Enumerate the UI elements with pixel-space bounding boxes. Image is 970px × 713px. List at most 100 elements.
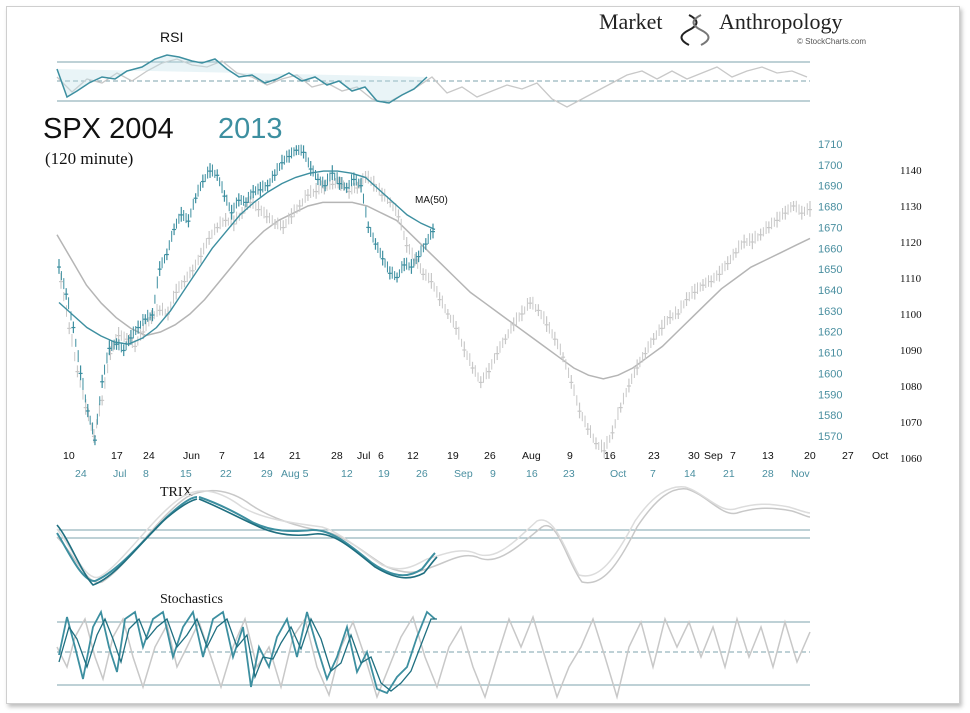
x-tick-2013: 29 [261,468,273,480]
x-tick-2013: 26 [416,468,428,480]
ma-2013-line [58,170,436,345]
x-tick-2013: 9 [490,468,496,480]
x-tick-2013: 21 [723,468,735,480]
x-tick-2013: Sep [454,468,473,480]
x-tick-2004: 16 [604,450,616,462]
y-tick-2013: 1590 [818,389,842,401]
x-tick-2013: 23 [563,468,575,480]
rsi-line-2004 [56,58,808,108]
y-tick-2013: 1650 [818,264,842,276]
x-tick-2013: Oct [610,468,626,480]
x-tick-2004: 20 [804,450,816,462]
x-tick-2004: 14 [253,450,265,462]
rsi-label: RSI [160,29,183,45]
y-axis-2004: 1140 1130 1120 1110 1100 1090 1080 1070 1060 [900,165,923,465]
brand-name-left: Market [599,9,663,34]
y-tick-2013: 1640 [818,285,842,297]
stochastics-panel [56,609,811,700]
x-tick-2004: 7 [730,450,736,462]
x-tick-2004: 30 [688,450,700,462]
x-tick-2004: 13 [762,450,774,462]
stoch-signal-2013 [58,617,437,692]
subtitle: (120 minute) [45,149,133,168]
y-tick-2013: 1630 [818,306,842,318]
trix-line-2004 [56,488,811,584]
x-tick-2013: 28 [762,468,774,480]
trix-line-2013 [56,496,436,583]
price-panel [56,144,812,458]
y-tick-2004: 1090 [900,345,923,357]
y-tick-2004: 1060 [900,453,923,465]
x-tick-2004: 6 [378,450,384,462]
x-tick-2013: 12 [341,468,353,480]
dna-helix-icon [680,14,710,46]
ma-2013-layer [58,170,436,345]
y-tick-2013: 1670 [818,222,842,234]
trix-label: TRIX [160,485,193,500]
x-tick-2004: Jul [357,450,370,462]
y-tick-2004: 1140 [900,165,922,177]
x-tick-2004: 17 [111,450,123,462]
y-axis-2013: 1710 1700 1690 1680 1670 1660 1650 1640 1630 1620… [818,139,842,443]
ma-2004-layer [56,201,811,380]
spx-2013-layer [57,144,435,446]
x-tick-2013: Aug 5 [281,468,309,480]
x-tick-2013: 7 [650,468,656,480]
y-tick-2004: 1100 [900,309,922,321]
y-tick-2004: 1080 [900,381,923,393]
x-tick-2013: 24 [75,468,87,480]
x-tick-2004: 7 [219,450,225,462]
x-tick-2013: 16 [526,468,538,480]
x-tick-2004: 10 [63,450,75,462]
y-tick-2013: 1690 [818,181,842,193]
ma50-label: MA(50) [415,195,448,206]
x-tick-2004: 24 [143,450,155,462]
y-tick-2004: 1130 [900,201,922,213]
x-tick-2013: 8 [143,468,149,480]
x-tick-2004: 19 [447,450,459,462]
y-tick-2013: 1680 [818,202,842,214]
y-tick-2013: 1660 [818,243,842,255]
x-axis-2013: 24 Jul 8 15 22 29 Aug 5 12 19 26 Sep 9 16 23 Oct 7 14 21 2… [75,468,810,480]
y-tick-2013: 1620 [818,327,842,339]
x-tick-2013: 19 [378,468,390,480]
y-tick-2004: 1110 [900,273,922,285]
stockcharts-credit: © StockCharts.com [797,37,866,46]
x-tick-2004: Oct [872,450,888,462]
chart-frame: Market Anthropology © StockCharts.com RS… [6,6,960,704]
y-tick-2004: 1070 [900,417,923,429]
rsi-panel [56,54,810,108]
stoch-line-2004 [56,614,811,700]
stochastics-label: Stochastics [160,592,223,607]
y-tick-2013: 1580 [818,410,842,422]
y-tick-2013: 1600 [818,368,842,380]
x-tick-2013: Jul [113,468,126,480]
x-tick-2013: 14 [684,468,696,480]
trix-signal-2004 [56,486,811,579]
x-tick-2013: 15 [180,468,192,480]
x-tick-2004: 27 [842,450,854,462]
ma-2004-line [56,201,811,380]
stoch-line-2013 [58,609,436,695]
trix-signal-2013 [56,498,438,586]
x-axis-2004: 10 17 24 Jun 7 14 21 28 Jul 6 12 19 26 Aug 9 16 23 30 Sep 7… [63,450,888,462]
y-tick-2004: 1120 [900,237,922,249]
title-2013: 2013 [218,113,283,145]
brand-name-right: Anthropology [719,9,842,34]
x-tick-2013: 22 [220,468,232,480]
x-tick-2004: 26 [484,450,496,462]
rsi-line-2013 [56,54,428,104]
y-tick-2013: 1710 [818,139,842,151]
x-tick-2004: Sep [704,450,723,462]
y-tick-2013: 1610 [818,348,842,360]
x-tick-2004: 28 [331,450,343,462]
trix-panel [56,486,811,586]
x-tick-2004: 12 [407,450,419,462]
y-tick-2013: 1570 [818,431,842,443]
x-tick-2004: 21 [289,450,301,462]
title-2004: SPX 2004 [43,113,174,145]
chart-canvas: Market Anthropology © StockCharts.com RS… [43,9,923,700]
spx-2004-layer [59,170,812,458]
x-tick-2004: 9 [567,450,573,462]
x-tick-2004: Jun [183,450,200,462]
